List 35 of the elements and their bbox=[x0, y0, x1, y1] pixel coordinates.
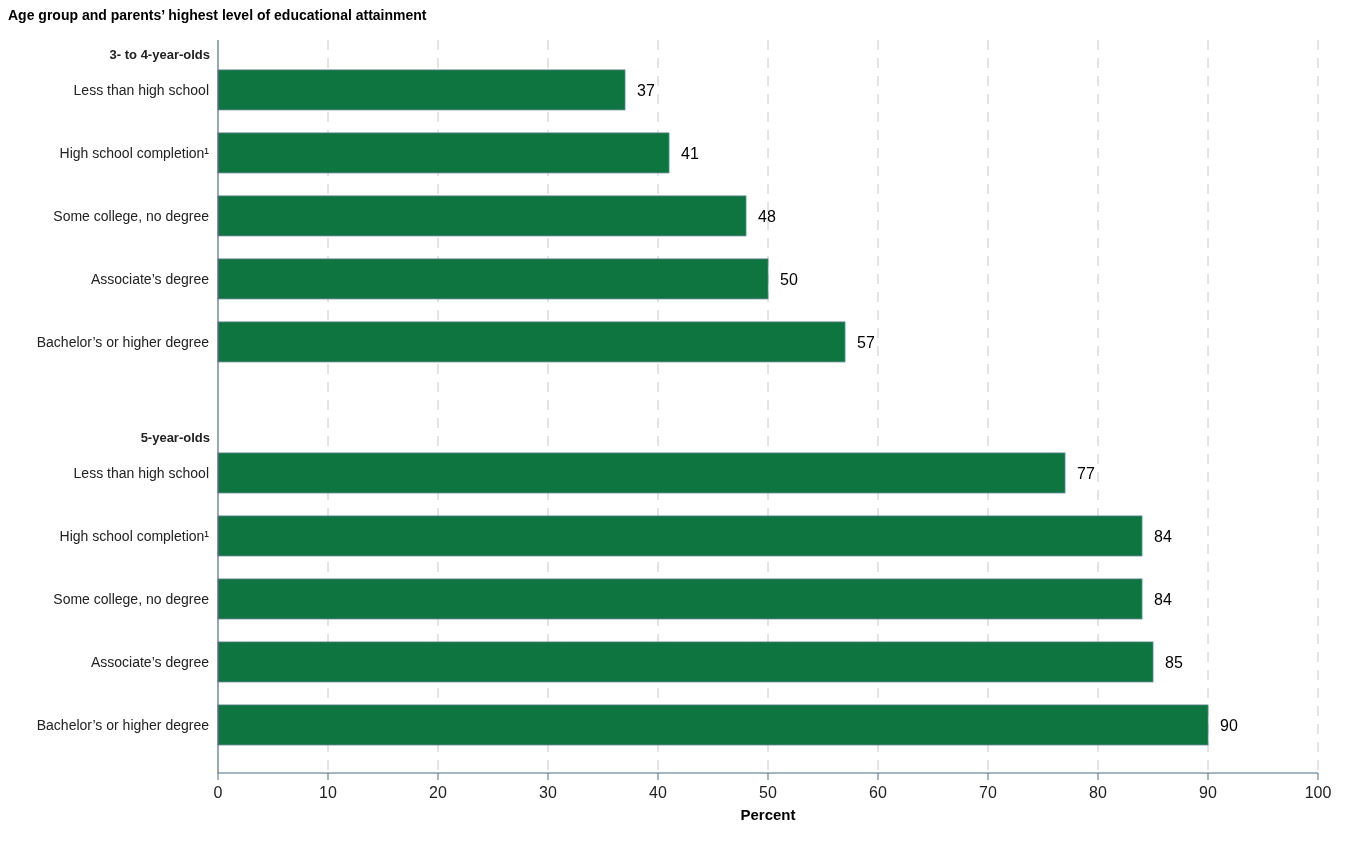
y-tick-label: Less than high school bbox=[73, 464, 209, 481]
x-tick-label: 50 bbox=[759, 784, 777, 801]
data-label: 84 bbox=[1154, 527, 1172, 545]
data-label: 85 bbox=[1165, 653, 1183, 671]
y-tick-label: 5-year-olds bbox=[140, 429, 210, 445]
y-tick-label: Bachelor’s or higher degree bbox=[36, 716, 210, 733]
x-tick-label: 0 bbox=[213, 784, 223, 801]
data-label: 50 bbox=[780, 270, 798, 288]
data-label: 48 bbox=[758, 207, 776, 225]
x-tick-label: 90 bbox=[1199, 784, 1217, 801]
y-tick-label: Bachelor’s or higher degree bbox=[36, 333, 210, 350]
x-tick-label: 60 bbox=[869, 784, 887, 801]
y-tick-label: Some college, no degree bbox=[53, 590, 210, 607]
chart-title: Age group and parents’ highest level of educational attainment bbox=[8, 7, 427, 23]
x-axis-title: Percent bbox=[740, 806, 796, 823]
x-tick-label: 30 bbox=[539, 784, 557, 801]
y-tick-label: Associate’s degree bbox=[90, 270, 210, 287]
x-tick-label: 40 bbox=[649, 784, 667, 801]
x-tick-label: 70 bbox=[979, 784, 997, 801]
data-label: 57 bbox=[857, 333, 875, 351]
y-tick-label: High school completion¹ bbox=[59, 144, 210, 161]
data-label: 37 bbox=[637, 81, 655, 99]
y-tick-label: High school completion¹ bbox=[59, 527, 210, 544]
y-tick-label: Less than high school bbox=[73, 81, 209, 98]
data-label: 77 bbox=[1077, 464, 1095, 482]
y-tick-label: 3- to 4-year-olds bbox=[109, 46, 210, 62]
x-tick-label: 20 bbox=[429, 784, 447, 801]
x-tick-label: 80 bbox=[1089, 784, 1107, 801]
y-tick-label: Some college, no degree bbox=[53, 207, 210, 224]
data-label: 41 bbox=[681, 144, 699, 162]
x-tick-label: 100 bbox=[1304, 784, 1332, 801]
data-label: 90 bbox=[1220, 716, 1238, 734]
y-tick-label: Associate’s degree bbox=[90, 653, 210, 670]
x-tick-label: 10 bbox=[319, 784, 337, 801]
data-label: 84 bbox=[1154, 590, 1172, 608]
